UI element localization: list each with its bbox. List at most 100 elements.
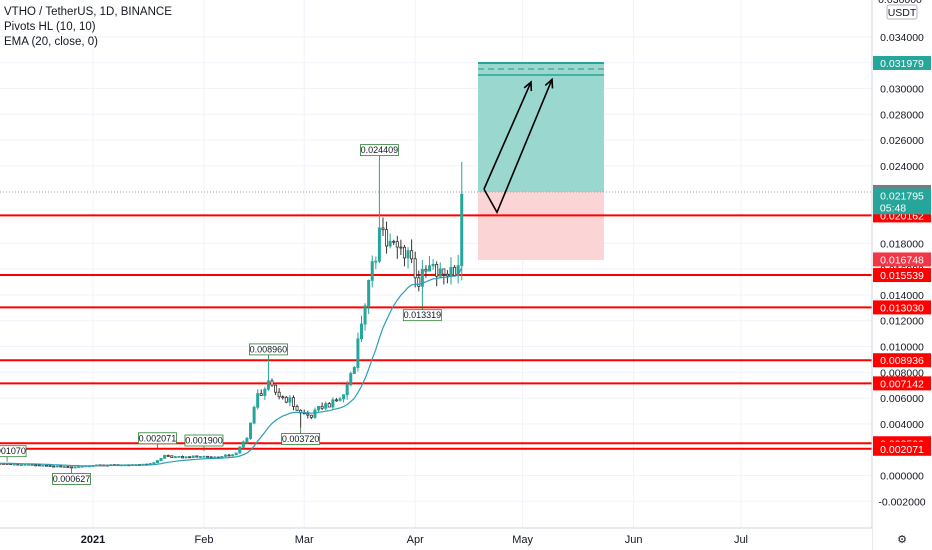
level-price-tag[interactable] [873, 376, 931, 391]
price-tag-target[interactable] [873, 55, 931, 70]
candle-body [77, 466, 81, 468]
candle-body [417, 277, 421, 287]
candle-body [249, 422, 253, 439]
unit-badge[interactable] [886, 4, 918, 20]
indicator-pivots-label[interactable]: Pivots HL (10, 10) [4, 21, 96, 33]
candle-body [402, 246, 406, 259]
indicator-ema-label[interactable]: EMA (20, close, 0) [4, 36, 98, 48]
pivot-label-high: 0.002071 [139, 433, 177, 443]
candle-body [241, 441, 245, 448]
candle-body [195, 455, 199, 458]
level-price-tag-label: 0.002071 [880, 444, 924, 456]
candle-body [259, 393, 263, 396]
candle-body [206, 455, 210, 458]
level-price-tag[interactable] [873, 268, 931, 283]
price-tag-current-label: 0.021795 [880, 190, 924, 202]
candle-body [367, 279, 371, 307]
price-tick-label: 0.028000 [880, 109, 924, 121]
time-axis[interactable]: 2021 Feb Mar Apr May Jun Jul ⚙ [0, 527, 907, 550]
candle-body [152, 462, 156, 465]
settings-icon[interactable]: ⚙ [897, 534, 907, 546]
projection-arrows[interactable] [483, 77, 554, 215]
candle-body [295, 406, 299, 411]
position-zones[interactable] [0, 61, 872, 261]
time-tick-label: 2021 [81, 534, 105, 546]
price-axis[interactable]: 0.036000USDT-0.0020000.0000000.0020000.0… [871, 0, 932, 550]
level-price-tag[interactable] [873, 441, 931, 456]
pivot-label-box [281, 433, 321, 445]
profit-zone[interactable] [478, 62, 604, 192]
price-tick-label: 0.024000 [880, 161, 924, 173]
candle-body [392, 240, 396, 243]
candle-body [256, 393, 260, 408]
candle-body [73, 466, 77, 469]
candle-body [52, 465, 56, 468]
candle-body [291, 397, 295, 407]
price-tick-label: 0.006000 [880, 393, 924, 405]
candle-body [270, 380, 274, 386]
candle-body [184, 456, 188, 459]
candle-body [284, 396, 288, 403]
candle-body [155, 460, 159, 464]
candle-body [34, 464, 38, 467]
candle-body [345, 384, 349, 396]
pivot-label-box [52, 473, 91, 485]
price-axis-top-label: 0.036000 [878, 0, 922, 6]
candle-body [173, 456, 177, 459]
candle-body [327, 403, 331, 408]
price-tick-label: 0.026000 [880, 135, 924, 147]
candle-body [442, 268, 446, 275]
pivot-label-box [138, 432, 177, 445]
unit-label[interactable]: USDT [888, 7, 917, 19]
candlestick-series [0, 160, 464, 469]
candle-body [159, 457, 163, 462]
candle-body [180, 456, 184, 459]
candle-body [37, 464, 41, 467]
level-price-tag-label: 0.008936 [880, 355, 924, 367]
price-tick-label: 0.010000 [880, 342, 924, 354]
time-tick-label: May [512, 534, 533, 546]
candle-body [59, 465, 63, 468]
candle-body [317, 405, 321, 411]
arrow-line-2[interactable] [483, 79, 553, 215]
candle-body [424, 268, 428, 272]
candle-body [198, 456, 202, 458]
candle-body [281, 396, 285, 399]
candle-body [445, 273, 449, 277]
ema-20-line [0, 267, 463, 467]
candle-body [66, 466, 70, 468]
candle-body [227, 454, 231, 457]
candle-body [288, 397, 292, 403]
loss-zone[interactable] [478, 191, 604, 261]
time-tick-label: Feb [194, 534, 213, 546]
price-tag-current[interactable] [873, 188, 931, 215]
candle-body [395, 241, 399, 248]
price-tick-label: 0.012000 [880, 316, 924, 328]
symbol-title[interactable]: VTHO / TetherUS, 1D, BINANCE [4, 6, 172, 18]
candle-body [309, 414, 313, 418]
arrow-head-2[interactable] [544, 77, 554, 89]
arrow-line-1[interactable] [483, 81, 532, 190]
time-tick-label: Jul [734, 534, 748, 546]
candle-body [277, 391, 281, 398]
pivot-label-low: 0.003720 [282, 434, 320, 444]
candle-body [342, 394, 346, 400]
candle-body [406, 250, 410, 259]
level-price-tag[interactable] [873, 300, 931, 315]
pivot-label-low: 0.013319 [404, 310, 442, 320]
pivot-label-box [359, 144, 399, 157]
level-price-tag-label: 0.007142 [880, 378, 924, 390]
pivot-label-box [249, 343, 288, 356]
candle-body [449, 266, 453, 277]
candle-body [338, 398, 342, 401]
candle-body [170, 455, 174, 458]
candle-body [359, 323, 363, 340]
price-tag-ema[interactable] [873, 252, 931, 267]
candle-body [410, 250, 414, 260]
candle-body [274, 384, 278, 393]
pivot-labels: 0.001070 0.000627 0.002071 0.001900 0.008960… [0, 144, 442, 485]
level-price-tag[interactable] [873, 353, 931, 368]
arrow-head-1[interactable] [523, 80, 533, 92]
price-tick-label: 0.014000 [880, 290, 924, 302]
